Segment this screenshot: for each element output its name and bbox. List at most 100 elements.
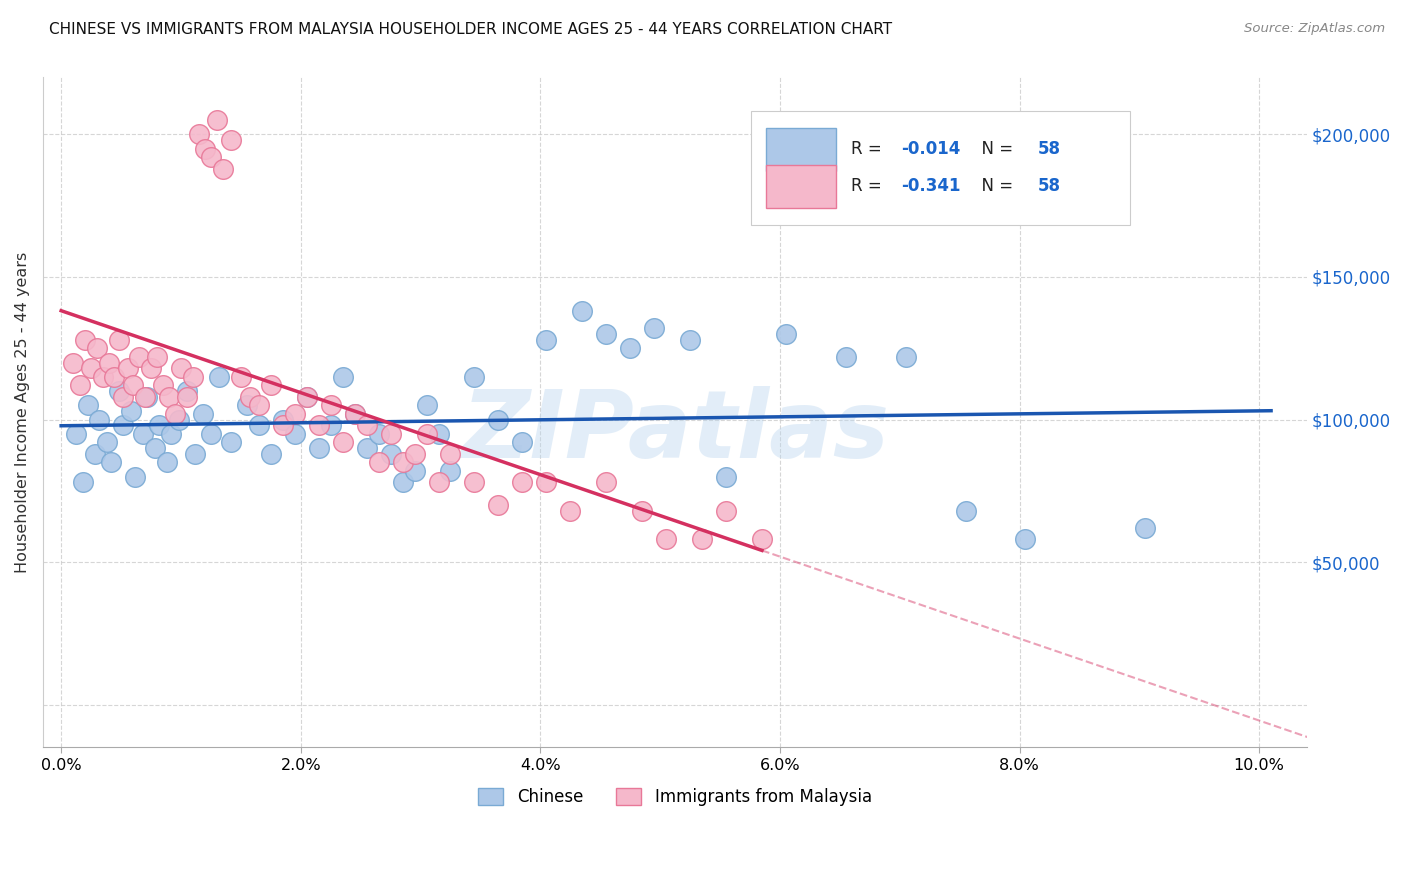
Text: -0.014: -0.014	[901, 140, 960, 159]
Point	[83, 447, 105, 461]
Text: ZIPatlas: ZIPatlas	[461, 386, 889, 478]
Point	[512, 435, 534, 450]
Point	[89, 412, 111, 426]
Legend: Chinese, Immigrants from Malaysia: Chinese, Immigrants from Malaysia	[471, 781, 879, 813]
Point	[415, 398, 437, 412]
Text: N =: N =	[970, 140, 1018, 159]
Point	[107, 384, 129, 398]
Point	[571, 304, 593, 318]
Point	[80, 361, 103, 376]
Text: Source: ZipAtlas.com: Source: ZipAtlas.com	[1244, 22, 1385, 36]
Point	[679, 333, 702, 347]
Point	[619, 341, 641, 355]
Point	[112, 418, 135, 433]
Point	[260, 378, 283, 392]
Point	[100, 455, 122, 469]
Point	[439, 464, 461, 478]
Point	[380, 447, 402, 461]
Point	[170, 361, 193, 376]
Text: N =: N =	[970, 178, 1018, 195]
Point	[463, 475, 485, 490]
Point	[86, 341, 108, 355]
Point	[143, 441, 166, 455]
Point	[271, 412, 294, 426]
Text: CHINESE VS IMMIGRANTS FROM MALAYSIA HOUSEHOLDER INCOME AGES 25 - 44 YEARS CORREL: CHINESE VS IMMIGRANTS FROM MALAYSIA HOUS…	[49, 22, 893, 37]
Point	[157, 390, 180, 404]
Point	[212, 161, 235, 176]
Point	[155, 455, 177, 469]
Point	[219, 133, 242, 147]
Point	[427, 426, 450, 441]
Point	[148, 418, 170, 433]
Point	[167, 412, 190, 426]
Point	[367, 426, 389, 441]
Point	[200, 150, 222, 164]
Point	[690, 533, 713, 547]
Point	[191, 407, 214, 421]
Point	[356, 441, 378, 455]
Point	[136, 390, 159, 404]
Point	[512, 475, 534, 490]
Point	[260, 447, 283, 461]
Point	[91, 369, 114, 384]
Point	[181, 369, 204, 384]
Text: R =: R =	[851, 178, 887, 195]
Point	[117, 361, 139, 376]
Point	[631, 504, 654, 518]
Point	[595, 475, 617, 490]
Point	[295, 390, 318, 404]
Point	[128, 350, 150, 364]
Y-axis label: Householder Income Ages 25 - 44 years: Householder Income Ages 25 - 44 years	[15, 252, 30, 573]
Point	[146, 350, 169, 364]
Point	[536, 333, 558, 347]
Point	[247, 418, 270, 433]
Point	[247, 398, 270, 412]
Point	[714, 469, 737, 483]
Point	[595, 326, 617, 341]
Point	[184, 447, 207, 461]
Point	[284, 426, 307, 441]
Point	[427, 475, 450, 490]
Point	[404, 464, 426, 478]
Point	[308, 441, 330, 455]
Point	[103, 369, 125, 384]
Point	[319, 418, 342, 433]
Point	[120, 404, 142, 418]
Text: R =: R =	[851, 140, 887, 159]
Point	[152, 378, 174, 392]
Point	[284, 407, 307, 421]
Bar	[766, 128, 835, 171]
Point	[319, 398, 342, 412]
Point	[65, 426, 87, 441]
Point	[208, 369, 231, 384]
Point	[486, 498, 509, 512]
Point	[391, 455, 413, 469]
Point	[655, 533, 678, 547]
Point	[131, 426, 153, 441]
Text: 58: 58	[1038, 178, 1060, 195]
Point	[955, 504, 977, 518]
FancyBboxPatch shape	[751, 111, 1130, 225]
Point	[98, 355, 121, 369]
Point	[194, 142, 217, 156]
Point	[775, 326, 797, 341]
Point	[332, 369, 354, 384]
Point	[176, 390, 198, 404]
Point	[643, 321, 665, 335]
Point	[380, 426, 402, 441]
Point	[236, 398, 259, 412]
Point	[124, 469, 146, 483]
Point	[205, 113, 228, 128]
Bar	[766, 164, 835, 208]
Text: 58: 58	[1038, 140, 1060, 159]
Point	[163, 407, 186, 421]
Point	[200, 426, 222, 441]
Point	[343, 407, 366, 421]
Point	[415, 426, 437, 441]
Point	[486, 412, 509, 426]
Point	[1135, 521, 1157, 535]
Point	[751, 533, 773, 547]
Point	[835, 350, 858, 364]
Point	[139, 361, 162, 376]
Point	[295, 390, 318, 404]
